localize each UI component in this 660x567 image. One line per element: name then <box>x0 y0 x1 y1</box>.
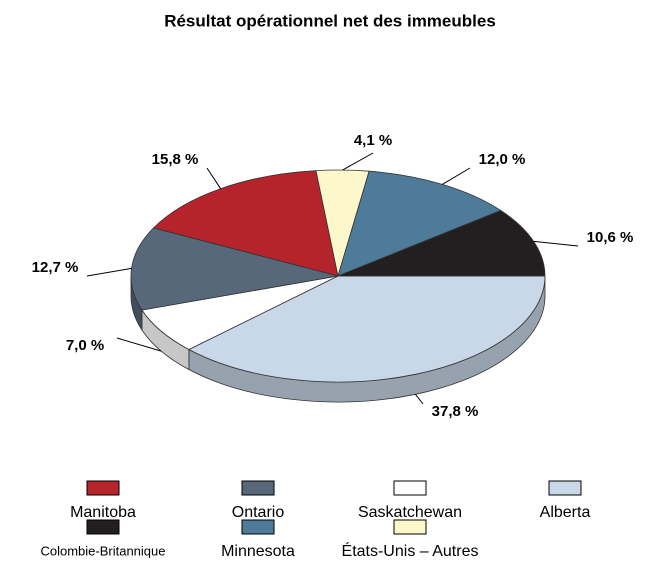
leader-line <box>415 394 424 405</box>
legend-label: Alberta <box>540 504 591 521</box>
leader-line <box>206 167 221 189</box>
leader-line <box>342 152 374 171</box>
legend-label: Minnesota <box>221 543 295 560</box>
legend-swatch <box>393 519 427 535</box>
legend-swatch <box>241 480 275 496</box>
legend-label: Ontario <box>232 504 285 521</box>
slice <box>188 275 546 383</box>
legend-label: États-Unis – Autres <box>342 541 479 560</box>
leader-line <box>533 240 579 247</box>
legend-swatch <box>241 519 275 535</box>
chart-title: Résultat opérationnel net des immeubles <box>164 11 496 30</box>
data-label: 37,8 % <box>432 403 479 420</box>
leader-line <box>116 337 162 352</box>
legend-label: Colombie-Britannique <box>40 543 165 558</box>
data-label: 10,6 % <box>587 229 634 246</box>
data-label: 7,0 % <box>66 337 104 354</box>
leader-line <box>86 267 132 277</box>
data-label: 4,1 % <box>354 132 392 149</box>
legend-label: Saskatchewan <box>358 504 462 521</box>
slice <box>130 227 339 311</box>
legend-swatch <box>86 480 120 496</box>
data-label: 12,7 % <box>32 259 79 276</box>
data-label: 12,0 % <box>479 151 526 168</box>
legend-label: Manitoba <box>70 504 136 521</box>
legend-swatch <box>86 519 120 535</box>
data-label: 15,8 % <box>152 151 199 168</box>
legend-swatch <box>548 480 582 496</box>
legend-swatch <box>393 480 427 496</box>
leader-line <box>441 167 471 185</box>
